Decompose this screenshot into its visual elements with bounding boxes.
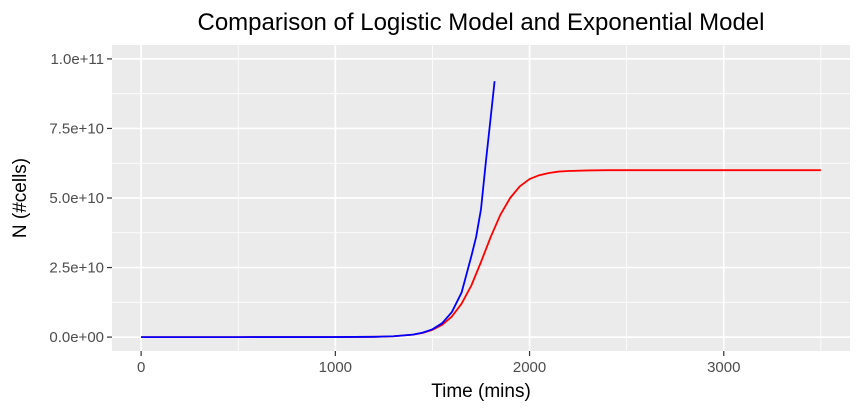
chart-title: Comparison of Logistic Model and Exponen… bbox=[198, 9, 765, 36]
x-tick-label: 3000 bbox=[707, 359, 740, 376]
x-tick-label: 1000 bbox=[319, 359, 352, 376]
y-tick-label: 0.0e+00 bbox=[49, 329, 104, 346]
x-axis-title: Time (mins) bbox=[431, 381, 531, 402]
y-tick-label: 5.0e+10 bbox=[49, 190, 104, 207]
y-tick-label: 7.5e+10 bbox=[49, 120, 104, 137]
y-tick-label: 1.0e+11 bbox=[50, 51, 104, 68]
y-tick-labels: 0.0e+00 2.5e+10 5.0e+10 7.5e+10 1.0e+11 bbox=[49, 51, 104, 346]
x-tick-labels: 0 1000 2000 3000 bbox=[137, 359, 740, 376]
y-axis-title: N (#cells) bbox=[10, 158, 31, 238]
y-tick-label: 2.5e+10 bbox=[49, 260, 104, 277]
x-tick-label: 2000 bbox=[513, 359, 546, 376]
x-tick-label: 0 bbox=[137, 359, 145, 376]
